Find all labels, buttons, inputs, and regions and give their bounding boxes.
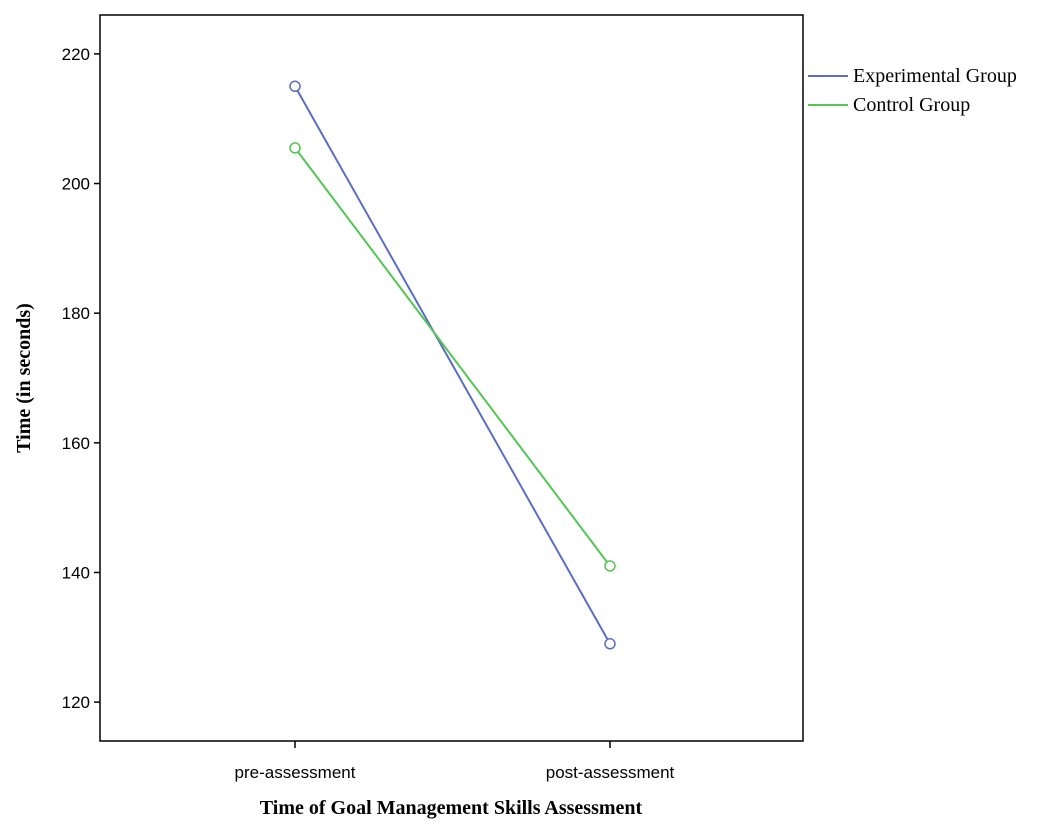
series-line-0 bbox=[294, 85, 611, 645]
series-line-1 bbox=[294, 147, 611, 567]
legend: Experimental Group Control Group bbox=[808, 65, 1017, 116]
legend-label: Experimental Group bbox=[853, 65, 1017, 87]
x-axis: pre-assessment post-assessment bbox=[235, 741, 675, 782]
series-layer bbox=[289, 80, 616, 650]
y-tick-label: 200 bbox=[62, 175, 90, 194]
y-tick-label: 220 bbox=[62, 45, 90, 64]
y-tick-label: 120 bbox=[62, 693, 90, 712]
data-point-1-1 bbox=[604, 560, 616, 572]
y-tick-label: 160 bbox=[62, 434, 90, 453]
y-axis: 120 140 160 180 200 220 bbox=[62, 45, 100, 712]
y-axis-title: Time (in seconds) bbox=[13, 303, 35, 453]
plot-frame bbox=[99, 14, 804, 742]
data-point-1-0 bbox=[289, 142, 301, 154]
x-tick-label: pre-assessment bbox=[235, 763, 356, 782]
data-point-0-0 bbox=[289, 80, 301, 93]
y-tick-label: 140 bbox=[62, 563, 90, 582]
x-tick-label: post-assessment bbox=[546, 763, 675, 782]
x-axis-title: Time of Goal Management Skills Assessmen… bbox=[260, 797, 643, 819]
legend-label: Control Group bbox=[853, 94, 970, 116]
data-point-0-1 bbox=[604, 638, 616, 650]
y-tick-label: 180 bbox=[62, 304, 90, 323]
